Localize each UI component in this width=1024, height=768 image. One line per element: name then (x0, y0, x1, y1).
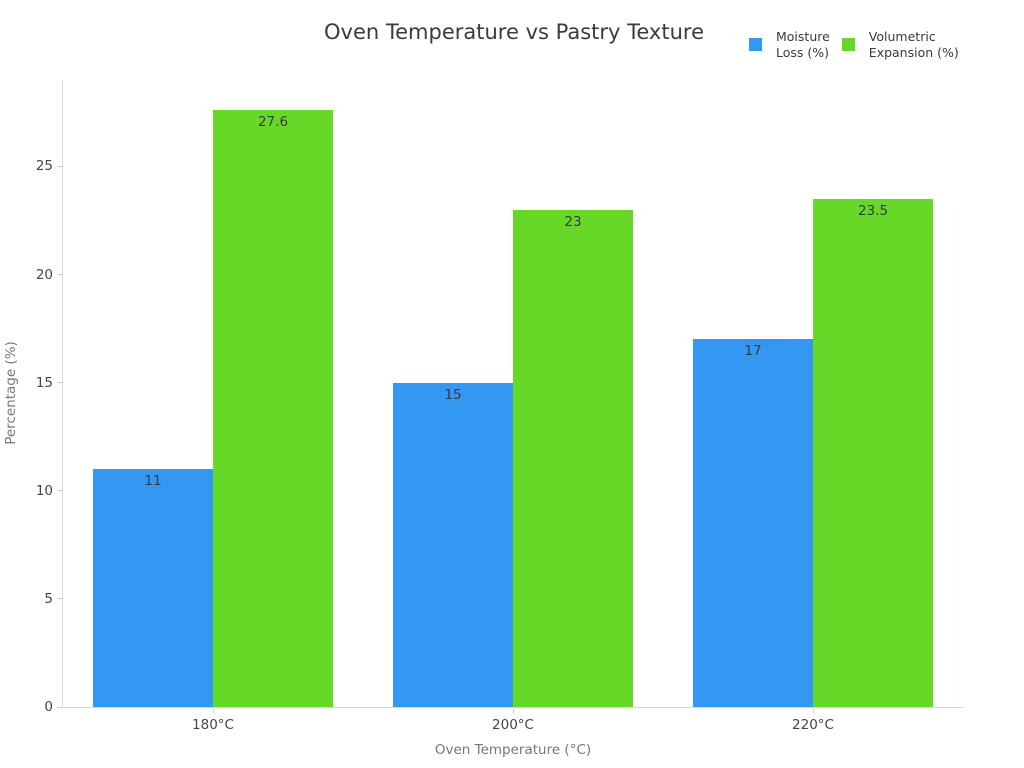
chart-title: Oven Temperature vs Pastry Texture (324, 20, 704, 44)
legend-item-moisture-loss[interactable]: Moisture Loss (%) (749, 29, 830, 60)
bar-moisture-loss-180-c: 11 (93, 469, 213, 707)
legend-label-line2: Loss (%) (776, 44, 830, 60)
legend-swatch-moisture-loss-icon (749, 38, 762, 51)
y-tick-label: 25 (35, 158, 53, 175)
y-tick-mark (57, 490, 62, 492)
legend-label-line2: Expansion (%) (868, 44, 959, 60)
legend-label-line1: Moisture (776, 29, 830, 44)
bar-value-label: 23 (564, 213, 582, 230)
y-tick-mark (57, 382, 62, 384)
plot-area: 0 5 10 15 20 25 180°C 200°C 220°C 11 15 17 27.6 23 23.… (36, 80, 963, 733)
x-tick-label-200-c: 200°C (492, 717, 534, 733)
y-tick-mark (57, 706, 62, 708)
x-tick-mark (812, 708, 814, 713)
y-tick-label: 0 (44, 699, 53, 715)
legend: Moisture Loss (%) Volumetric Expansion (… (749, 29, 959, 60)
y-tick-label: 5 (44, 590, 53, 607)
y-tick-label: 15 (35, 374, 53, 391)
y-tick-label: 10 (35, 482, 53, 499)
y-tick-mark (57, 598, 62, 600)
legend-label-moisture-loss: Moisture Loss (%) (776, 29, 830, 60)
bar-moisture-loss-220-c: 17 (693, 339, 813, 707)
y-tick-mark (57, 274, 62, 276)
bar-value-label: 15 (444, 386, 462, 403)
y-tick-label: 20 (35, 266, 53, 283)
x-tick-label-220-c: 220°C (792, 717, 834, 733)
legend-swatch-volumetric-expansion-icon (841, 38, 855, 51)
bar-value-label: 17 (744, 343, 762, 360)
x-axis-title: Oven Temperature (°C) (434, 742, 592, 758)
x-tick-label-180-c: 180°C (192, 717, 234, 733)
y-axis-title: Percentage (%) (3, 341, 19, 445)
bar-volumetric-expansion-180-c: 27.6 (213, 110, 333, 707)
bar-volumetric-expansion-220-c: 23.5 (813, 198, 933, 707)
bar-value-label: 27.6 (257, 114, 289, 131)
x-tick-mark (212, 708, 214, 713)
bar-value-label: 11 (144, 473, 162, 490)
legend-item-volumetric-expansion[interactable]: Volumetric Expansion (%) (841, 29, 959, 60)
bar-moisture-loss-200-c: 15 (393, 382, 513, 707)
bar-volumetric-expansion-200-c: 23 (513, 209, 633, 707)
legend-label-volumetric-expansion: Volumetric Expansion (%) (869, 29, 959, 60)
bar-value-label: 23.5 (857, 202, 889, 219)
y-tick-mark (57, 165, 62, 167)
x-tick-mark (512, 708, 514, 713)
legend-label-line1: Volumetric (868, 29, 936, 44)
